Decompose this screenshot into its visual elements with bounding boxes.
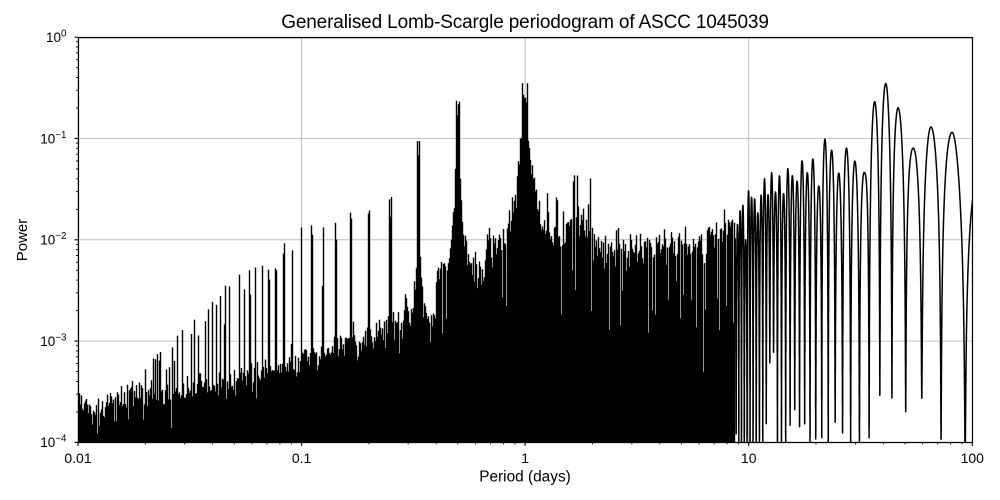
svg-text:10: 10 [741,450,757,466]
svg-text:Generalised Lomb-Scargle perio: Generalised Lomb-Scargle periodogram of … [281,12,769,33]
svg-text:Power: Power [14,219,31,262]
svg-text:Period (days): Period (days) [479,469,571,486]
svg-text:1: 1 [521,450,529,466]
svg-text:0.01: 0.01 [64,450,91,466]
svg-text:100: 100 [961,450,985,466]
svg-text:0.1: 0.1 [292,450,312,466]
